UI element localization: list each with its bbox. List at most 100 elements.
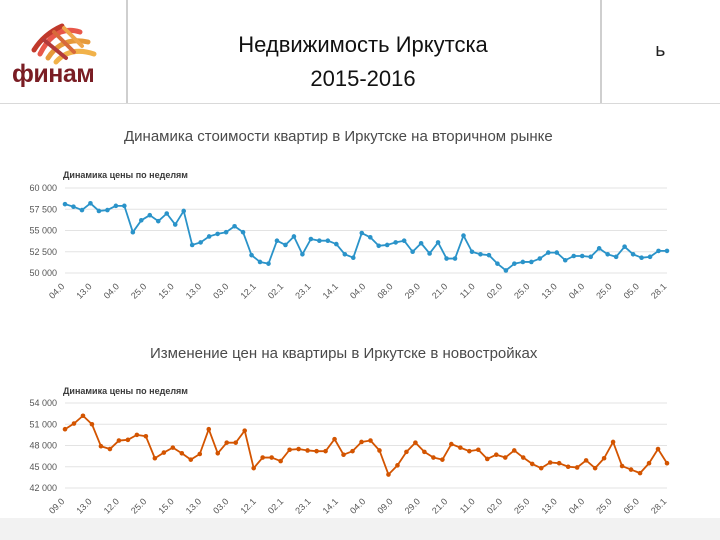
data-point — [596, 246, 602, 251]
x-tick-label: 29.0 — [403, 281, 422, 300]
chart1-subtitle: Динамика цены по неделям — [63, 170, 188, 180]
data-point — [266, 261, 271, 266]
data-point — [197, 451, 203, 457]
x-tick-label: 02.1 — [266, 496, 285, 515]
data-point — [656, 248, 661, 254]
data-point — [359, 230, 365, 236]
x-tick-label: 12.1 — [238, 281, 257, 300]
data-point — [62, 426, 68, 432]
chart1-secondary-market: 60 000 57 500 55 000 52 500 50 000 04.0 13.0 04… — [29, 183, 670, 301]
data-point — [350, 448, 355, 454]
data-point — [452, 256, 458, 261]
data-point — [440, 457, 445, 462]
data-point — [215, 450, 221, 456]
data-point — [588, 254, 593, 260]
data-point — [646, 460, 652, 466]
title-line-2: 2015-2016 — [310, 66, 416, 91]
data-point — [113, 203, 119, 209]
x-tick-label: 21.0 — [430, 281, 449, 300]
data-point — [427, 251, 432, 256]
data-point — [574, 465, 580, 470]
page-title: Недвижимость Иркутска 2015-2016 — [128, 28, 598, 96]
data-point — [647, 254, 653, 260]
x-tick-label: 11.0 — [458, 281, 477, 300]
data-point — [537, 256, 543, 261]
data-point — [249, 252, 254, 258]
x-tick-label: 25.0 — [512, 281, 531, 300]
data-point — [495, 261, 500, 266]
x-tick-label: 21.0 — [430, 496, 449, 515]
data-point — [308, 236, 314, 242]
data-point — [554, 250, 560, 255]
data-point — [413, 440, 418, 445]
data-point — [520, 259, 526, 265]
data-point — [484, 456, 490, 462]
x-tick-label: 13.0 — [74, 281, 93, 300]
data-point — [592, 465, 598, 471]
x-tick-label: 04.0 — [102, 281, 121, 300]
data-point — [401, 238, 407, 243]
data-point — [323, 448, 328, 454]
data-point — [147, 212, 153, 218]
data-point — [529, 259, 534, 265]
data-point — [664, 460, 670, 466]
chart1-title: Динамика стоимости квартир в Иркутске на… — [124, 128, 553, 145]
x-tick-label: 04.0 — [348, 496, 367, 515]
y-tick-label: 50 000 — [29, 268, 57, 278]
data-point — [368, 438, 373, 443]
x-tick-label: 25.0 — [594, 496, 613, 515]
x-tick-label: 23.1 — [293, 496, 312, 515]
data-point — [435, 240, 441, 245]
chart2-subtitle: Динамика цены по неделям — [63, 386, 188, 396]
data-point — [545, 250, 551, 255]
data-point — [511, 448, 517, 453]
data-point — [179, 450, 185, 456]
data-point — [296, 446, 301, 452]
data-point — [96, 208, 102, 214]
data-point — [224, 440, 230, 445]
data-point — [342, 252, 348, 257]
data-point — [105, 207, 110, 213]
data-point — [502, 455, 508, 460]
series-line — [64, 202, 667, 272]
chart2-new-buildings: 54 000 51 000 48 000 45 000 42 000 09.0 13.0 12… — [29, 398, 670, 516]
x-tick-label: 13.0 — [539, 281, 558, 300]
data-point — [164, 211, 170, 216]
data-point — [325, 238, 331, 243]
data-point — [181, 208, 187, 214]
header-divider-right — [600, 0, 602, 104]
y-tick-label: 57 500 — [29, 204, 57, 214]
data-point — [334, 241, 339, 247]
data-point — [469, 249, 475, 255]
data-point — [251, 465, 256, 471]
x-tick-label: 09.0 — [47, 496, 66, 515]
x-tick-label: 04.0 — [567, 281, 586, 300]
data-point — [619, 463, 625, 469]
data-point — [170, 445, 176, 450]
x-tick-label: 25.0 — [512, 496, 531, 515]
data-point — [622, 244, 627, 249]
data-point — [269, 455, 274, 460]
data-point — [283, 242, 288, 248]
data-point — [291, 234, 297, 239]
data-point — [476, 447, 481, 453]
data-point — [143, 433, 149, 439]
x-tick-label: 13.0 — [539, 496, 558, 515]
data-point — [637, 470, 643, 476]
x-tick-label: 14.1 — [321, 281, 340, 300]
x-tick-label: 12.0 — [102, 496, 121, 515]
data-point — [610, 439, 616, 445]
data-point — [62, 201, 68, 207]
data-point — [206, 426, 212, 432]
data-point — [449, 441, 454, 447]
data-point — [215, 231, 220, 237]
data-point — [98, 443, 104, 449]
header-divider-left — [126, 0, 128, 104]
x-tick-label: 25.0 — [594, 281, 613, 300]
data-point — [503, 268, 509, 273]
data-point — [384, 242, 390, 248]
x-tick-label: 12.1 — [238, 496, 257, 515]
data-point — [116, 438, 122, 443]
corner-glyph: ь — [655, 40, 666, 61]
x-tick-label: 04.0 — [567, 496, 586, 515]
